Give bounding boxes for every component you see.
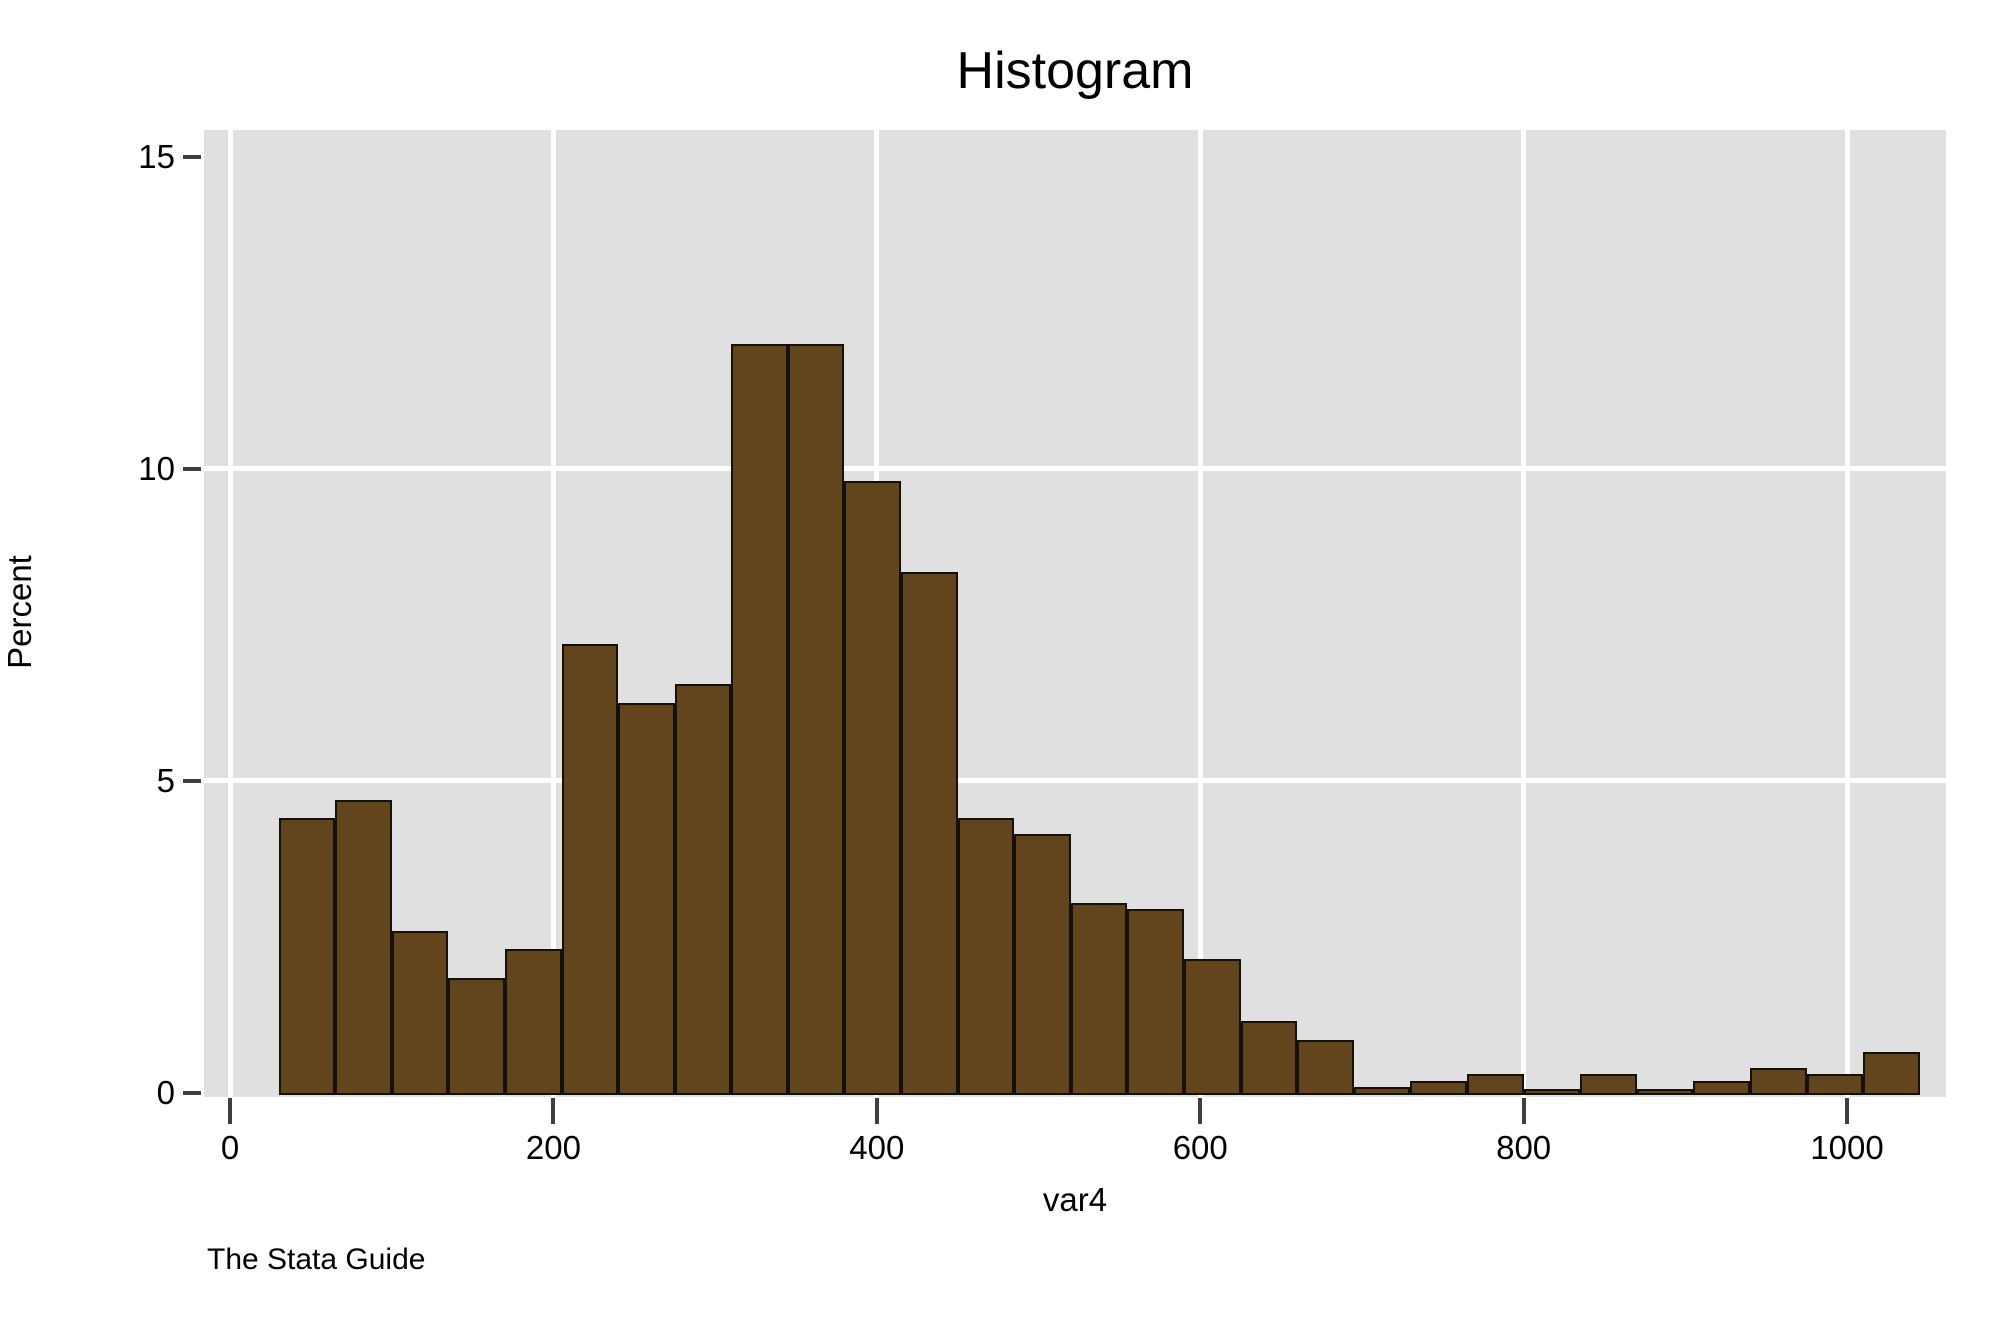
histogram-bar <box>1523 1088 1581 1095</box>
y-tick-label: 10 <box>138 449 175 487</box>
y-tick-mark <box>183 466 201 471</box>
x-gridline <box>1197 130 1203 1097</box>
x-tick-label: 200 <box>525 1129 581 1166</box>
histogram-bar <box>674 684 732 1095</box>
histogram-bar <box>1806 1074 1864 1095</box>
plot-area <box>204 130 1946 1097</box>
histogram-bar <box>561 643 619 1095</box>
histogram-bar <box>1184 958 1241 1095</box>
histogram-bar <box>1863 1052 1920 1095</box>
x-gridline <box>1521 130 1527 1097</box>
watermark-note: The Stata Guide <box>207 1243 426 1276</box>
x-tick-label: 400 <box>849 1129 905 1166</box>
x-gridline <box>227 130 233 1097</box>
histogram-bar <box>335 799 392 1095</box>
histogram-bar <box>504 949 562 1095</box>
histogram-bar <box>1297 1039 1354 1095</box>
y-tick-label: 5 <box>156 761 175 799</box>
histogram-bar <box>844 481 902 1095</box>
x-tick-mark <box>874 1098 879 1124</box>
histogram-bar <box>1693 1080 1751 1095</box>
histogram-bar <box>1127 908 1185 1095</box>
x-tick-label: 600 <box>1172 1129 1228 1166</box>
x-tick-mark <box>551 1098 556 1124</box>
histogram-bar <box>391 930 449 1095</box>
y-tick-mark <box>183 778 201 783</box>
x-tick-label: 1000 <box>1810 1129 1884 1166</box>
histogram-bar <box>278 818 336 1095</box>
x-tick-label: 800 <box>1496 1129 1552 1166</box>
y-axis-title: Percent <box>1 555 38 669</box>
histogram-bar <box>1410 1080 1468 1095</box>
x-tick-mark <box>1198 1098 1203 1124</box>
histogram-bar <box>957 818 1015 1095</box>
x-tick-mark <box>228 1098 233 1124</box>
histogram-bar <box>731 344 788 1095</box>
histogram-bar <box>1240 1021 1298 1095</box>
histogram-bar <box>787 344 845 1095</box>
histogram-bar <box>1014 833 1071 1095</box>
x-gridline <box>550 130 556 1097</box>
x-tick-mark <box>1845 1098 1850 1124</box>
histogram-bar <box>1750 1068 1807 1095</box>
histogram-bar <box>448 977 505 1095</box>
chart-title: Histogram <box>956 42 1194 100</box>
histogram-bar <box>1580 1074 1637 1095</box>
histogram-bar <box>1353 1086 1411 1095</box>
y-gridline <box>204 778 1946 784</box>
y-tick-mark <box>183 1091 201 1095</box>
histogram-bar <box>1636 1088 1694 1095</box>
y-tick-label: 0 <box>156 1074 175 1111</box>
x-tick-label: 0 <box>220 1129 240 1166</box>
x-axis-title: var4 <box>1042 1181 1108 1218</box>
x-tick-mark <box>1521 1098 1526 1124</box>
x-gridline <box>1844 130 1850 1097</box>
y-tick-mark <box>183 154 201 159</box>
y-tick-label: 15 <box>138 137 175 175</box>
y-gridline <box>204 466 1946 472</box>
histogram-bar <box>618 702 675 1095</box>
histogram-bar <box>1467 1074 1524 1095</box>
histogram-bar <box>1070 902 1128 1095</box>
histogram-bar <box>901 571 958 1095</box>
